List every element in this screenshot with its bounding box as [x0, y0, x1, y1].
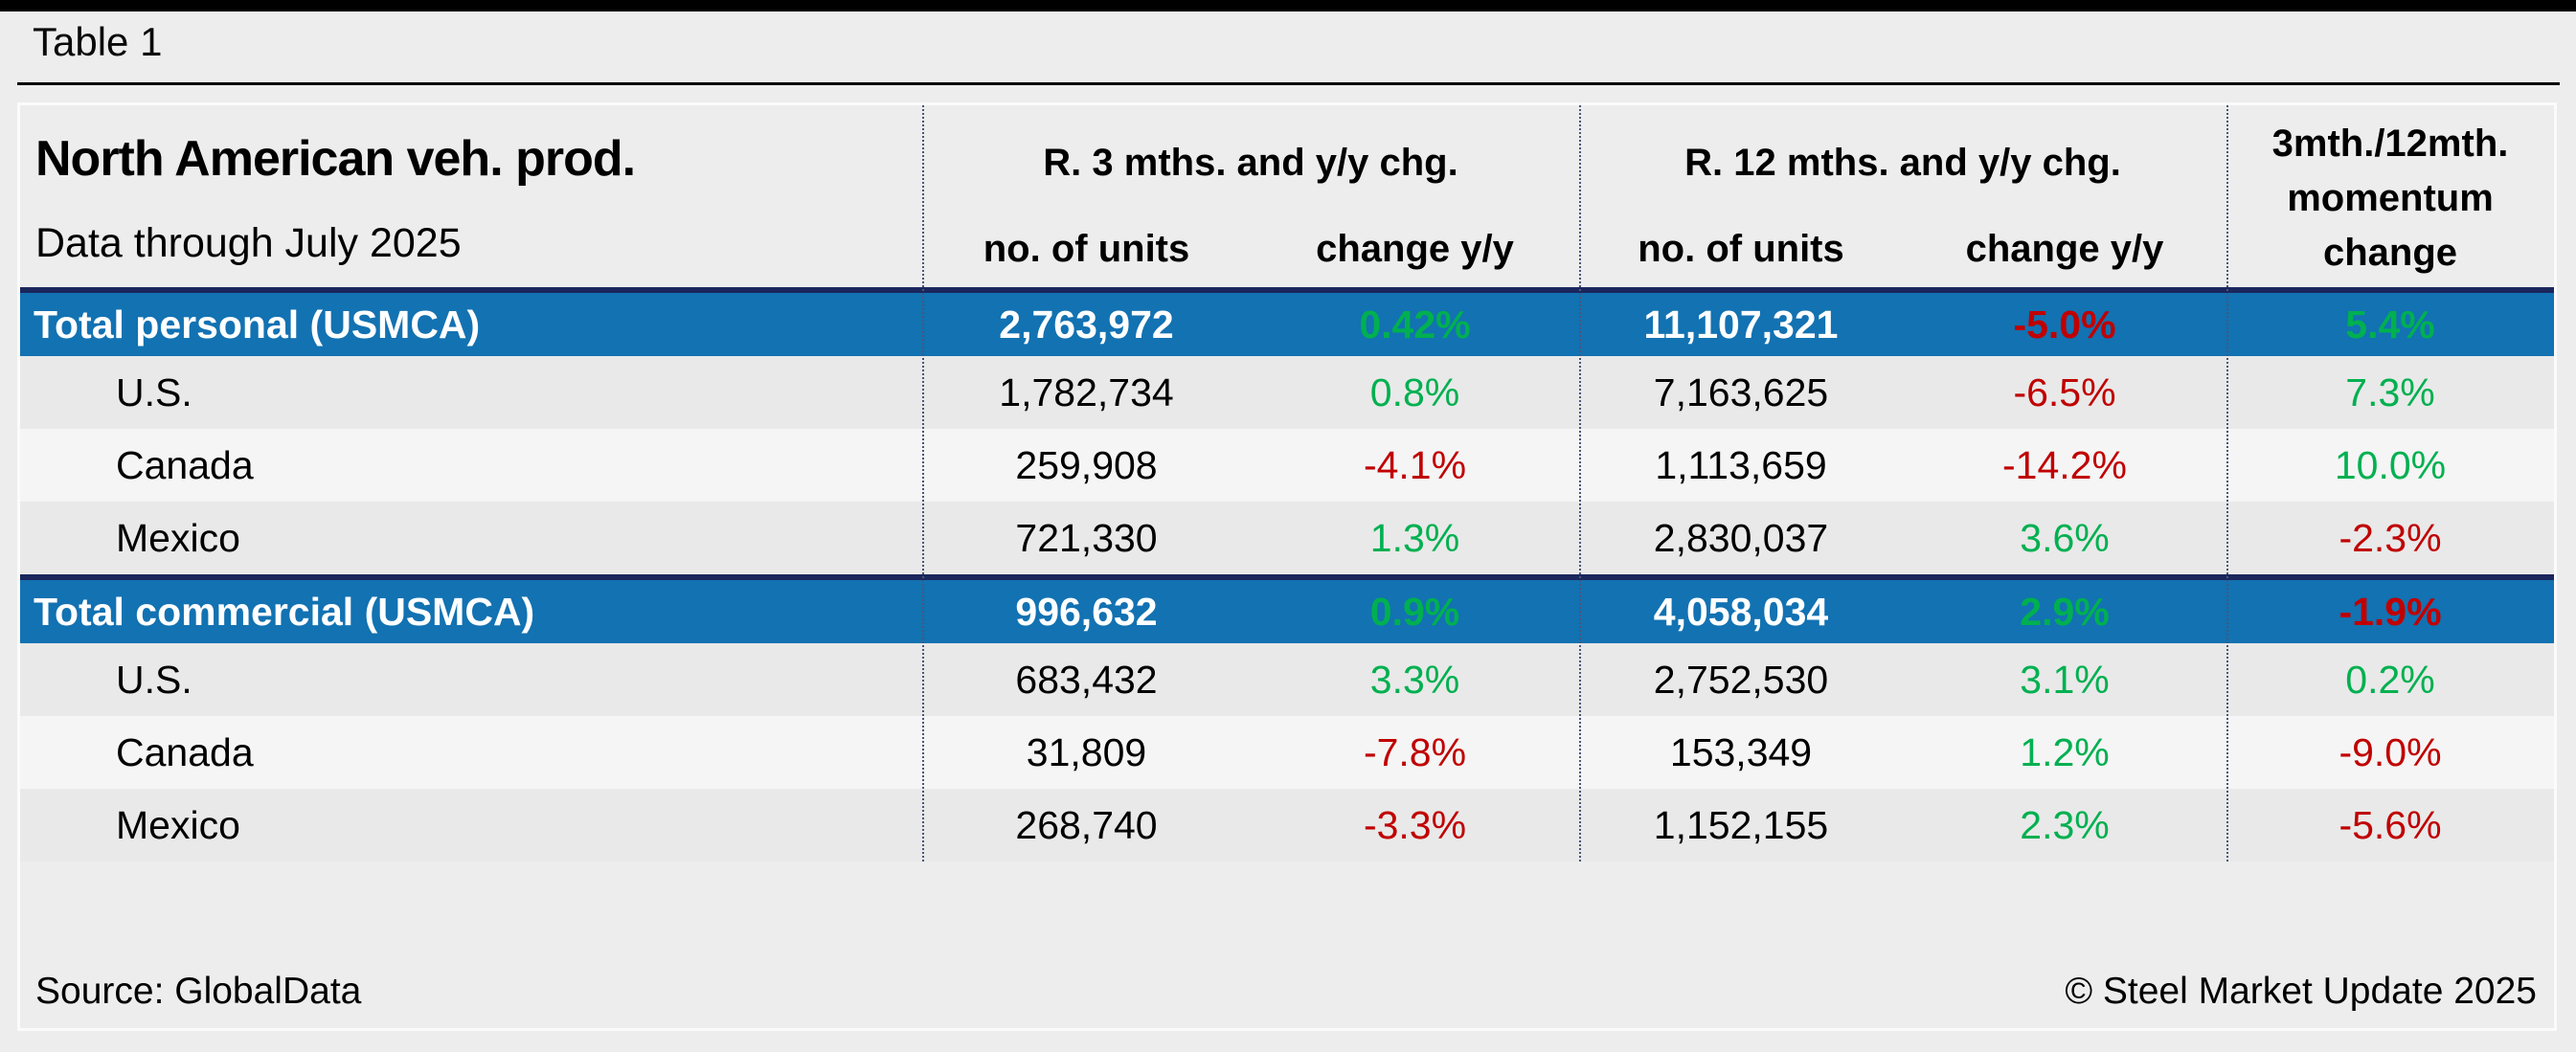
- cell-3mo-change: 0.8%: [1369, 369, 1460, 414]
- cell-momentum: 0.2%: [2345, 657, 2435, 702]
- cell-momentum: -2.3%: [2339, 515, 2442, 560]
- momentum-header-line2: momentum: [2287, 176, 2494, 219]
- cell-12mo-change: -14.2%: [2002, 442, 2127, 487]
- cell-3mo-units: 31,809: [1026, 729, 1147, 774]
- cell-momentum: 7.3%: [2345, 369, 2435, 414]
- table-row-personal-mexico: Mexico 721,330 1.3% 2,830,037 3.6% -2.3%: [20, 502, 2554, 574]
- cell-12mo-units: 2,830,037: [1653, 515, 1829, 560]
- table-row-total-commercial: Total commercial (USMCA) 996,632 0.9% 4,…: [20, 580, 2554, 643]
- column-divider-2: [1579, 105, 1581, 862]
- cell-12mo-change: 3.1%: [2020, 657, 2110, 702]
- col-header-momentum: 3mth./12mth. momentum change: [2226, 117, 2554, 280]
- cell-3mo-change: -4.1%: [1363, 442, 1467, 487]
- col-header-3mo-units: no. of units: [983, 228, 1190, 270]
- cell-12mo-units: 4,058,034: [1653, 589, 1829, 634]
- cell-12mo-units: 2,752,530: [1653, 657, 1829, 702]
- row-label: Mexico: [116, 515, 240, 560]
- cell-3mo-units: 2,763,972: [999, 302, 1174, 347]
- row-label: Mexico: [116, 802, 240, 847]
- row-label: Total personal (USMCA): [34, 302, 481, 347]
- cell-3mo-change: 1.3%: [1369, 515, 1460, 560]
- table-subtitle: Data through July 2025: [35, 220, 462, 266]
- cell-12mo-change: -5.0%: [2013, 302, 2116, 347]
- cell-12mo-change: 1.2%: [2020, 729, 2110, 774]
- momentum-header-line1: 3mth./12mth.: [2271, 123, 2509, 165]
- cell-3mo-change: 3.3%: [1369, 657, 1460, 702]
- navy-separator: [20, 287, 2554, 293]
- cell-3mo-change: -7.8%: [1363, 729, 1467, 774]
- row-label: U.S.: [116, 369, 192, 414]
- cell-12mo-change: 3.6%: [2020, 515, 2110, 560]
- source-label: Source: GlobalData: [35, 971, 362, 1012]
- navy-separator: [20, 574, 2554, 580]
- cell-momentum: -9.0%: [2339, 729, 2442, 774]
- cell-12mo-units: 153,349: [1669, 729, 1813, 774]
- cell-3mo-units: 1,782,734: [999, 369, 1174, 414]
- cell-12mo-change: 2.3%: [2020, 802, 2110, 847]
- cell-3mo-units: 683,432: [1015, 657, 1158, 702]
- cell-12mo-change: 2.9%: [2020, 589, 2110, 634]
- table-row-personal-us: U.S. 1,782,734 0.8% 7,163,625 -6.5% 7.3%: [20, 356, 2554, 429]
- row-label: Total commercial (USMCA): [34, 589, 535, 634]
- cell-3mo-units: 268,740: [1015, 802, 1158, 847]
- cell-3mo-units: 259,908: [1015, 442, 1158, 487]
- cell-12mo-units: 7,163,625: [1653, 369, 1829, 414]
- table-header: North American veh. prod. Data through J…: [20, 105, 2554, 287]
- column-divider-3: [2226, 105, 2228, 862]
- cell-12mo-units: 11,107,321: [1643, 302, 1839, 347]
- row-label: Canada: [116, 442, 254, 487]
- vehicle-production-table: North American veh. prod. Data through J…: [17, 102, 2557, 1031]
- table-row-commercial-us: U.S. 683,432 3.3% 2,752,530 3.1% 0.2%: [20, 643, 2554, 716]
- top-black-bar: [0, 0, 2576, 11]
- table-row-total-personal: Total personal (USMCA) 2,763,972 0.42% 1…: [20, 293, 2554, 356]
- col-header-3mo-change: change y/y: [1316, 228, 1514, 270]
- row-label: Canada: [116, 729, 254, 774]
- cell-3mo-change: 0.9%: [1369, 589, 1460, 634]
- cell-momentum: 10.0%: [2334, 442, 2447, 487]
- table-row-commercial-canada: Canada 31,809 -7.8% 153,349 1.2% -9.0%: [20, 716, 2554, 789]
- section-header-3mo: R. 3 mths. and y/y chg.: [1043, 142, 1458, 184]
- cell-momentum: 5.4%: [2345, 302, 2435, 347]
- cell-3mo-change: -3.3%: [1363, 802, 1467, 847]
- cell-momentum: -1.9%: [2339, 589, 2442, 634]
- col-header-12mo-change: change y/y: [1965, 228, 2164, 270]
- title-divider-line: [17, 82, 2560, 85]
- cell-3mo-change: 0.42%: [1359, 302, 1471, 347]
- cell-12mo-change: -6.5%: [2013, 369, 2116, 414]
- table-title: North American veh. prod.: [35, 131, 636, 187]
- row-label: U.S.: [116, 657, 192, 702]
- table-row-personal-canada: Canada 259,908 -4.1% 1,113,659 -14.2% 10…: [20, 429, 2554, 502]
- cell-12mo-units: 1,152,155: [1653, 802, 1829, 847]
- cell-12mo-units: 1,113,659: [1655, 442, 1827, 487]
- column-divider-1: [922, 105, 924, 862]
- cell-3mo-units: 721,330: [1015, 515, 1158, 560]
- table-row-commercial-mexico: Mexico 268,740 -3.3% 1,152,155 2.3% -5.6…: [20, 789, 2554, 862]
- table-number-label: Table 1: [33, 19, 163, 64]
- col-header-12mo-units: no. of units: [1638, 228, 1844, 270]
- section-header-12mo: R. 12 mths. and y/y chg.: [1684, 142, 2121, 184]
- cell-momentum: -5.6%: [2339, 802, 2442, 847]
- momentum-header-line3: change: [2322, 231, 2458, 274]
- copyright-label: © Steel Market Update 2025: [2065, 971, 2537, 1012]
- cell-3mo-units: 996,632: [1015, 589, 1158, 634]
